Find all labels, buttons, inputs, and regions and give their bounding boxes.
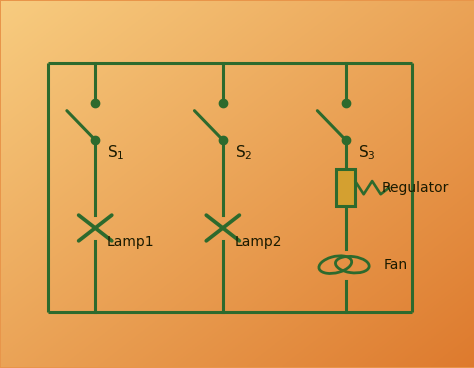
Text: S$_1$: S$_1$ [107,144,125,162]
Text: Lamp1: Lamp1 [107,235,155,250]
Bar [336,169,355,206]
Text: S$_3$: S$_3$ [357,144,375,162]
Text: Lamp2: Lamp2 [235,235,282,250]
Text: S$_2$: S$_2$ [235,144,252,162]
Text: Regulator: Regulator [381,181,448,195]
Text: Fan: Fan [383,258,408,272]
